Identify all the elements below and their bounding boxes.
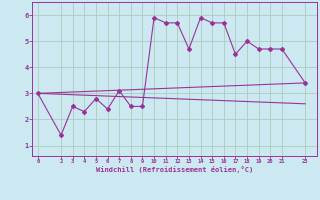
X-axis label: Windchill (Refroidissement éolien,°C): Windchill (Refroidissement éolien,°C) xyxy=(96,166,253,173)
